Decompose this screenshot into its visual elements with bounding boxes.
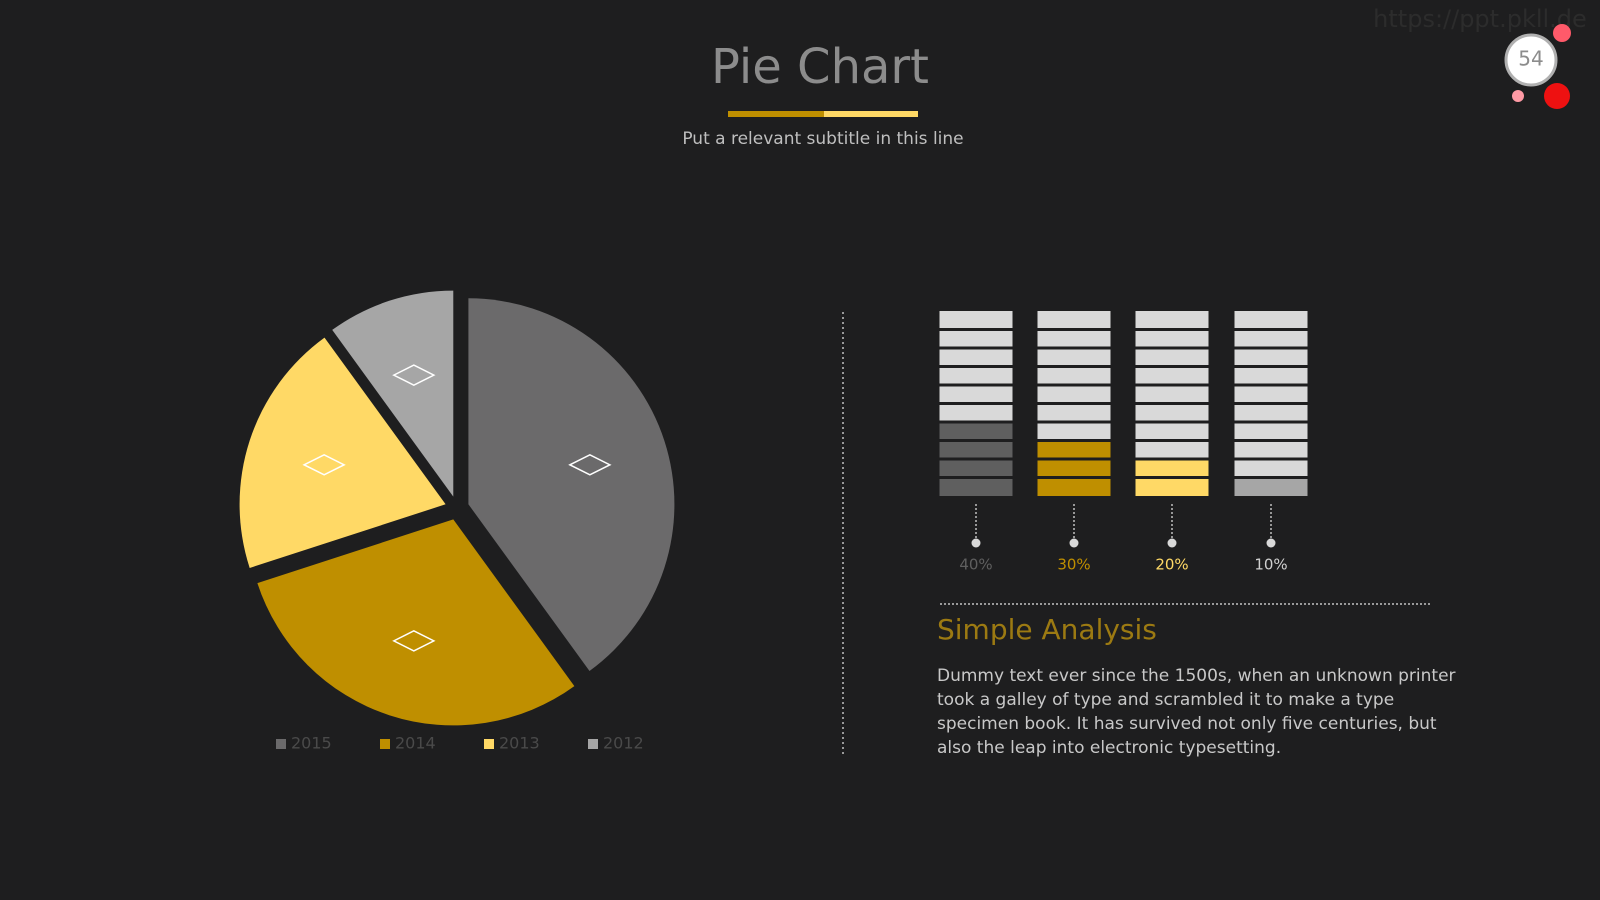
block-gap bbox=[1037, 439, 1111, 442]
block-gap bbox=[1135, 383, 1209, 387]
legend-label: 2015 bbox=[291, 734, 332, 753]
stem-dot bbox=[971, 538, 981, 548]
block-gap bbox=[1234, 365, 1308, 368]
block-gap bbox=[1037, 383, 1111, 387]
slice-icon bbox=[302, 453, 346, 476]
title-underline bbox=[824, 111, 918, 117]
block-gap bbox=[1135, 457, 1209, 461]
block-gap bbox=[939, 439, 1013, 442]
value-label: 30% bbox=[1057, 556, 1090, 574]
block-gap bbox=[939, 420, 1013, 424]
block-gap bbox=[1135, 365, 1209, 368]
block-gap bbox=[1135, 476, 1209, 479]
legend-swatch bbox=[380, 739, 390, 749]
block-gap bbox=[939, 365, 1013, 368]
block-gap bbox=[1234, 346, 1308, 350]
block-gap bbox=[1037, 346, 1111, 350]
legend-swatch bbox=[484, 739, 494, 749]
legend-label: 2012 bbox=[603, 734, 644, 753]
block-gap bbox=[939, 383, 1013, 387]
subtitle: Put a relevant subtitle in this line bbox=[682, 129, 963, 149]
pie-slice bbox=[468, 298, 675, 671]
slice-icon bbox=[568, 453, 612, 476]
block-gap bbox=[1234, 476, 1308, 479]
legend-label: 2014 bbox=[395, 734, 436, 753]
block-gap bbox=[1037, 365, 1111, 368]
title: Pie Chart bbox=[711, 39, 929, 95]
block-gap bbox=[1037, 476, 1111, 479]
bar bbox=[1234, 477, 1308, 496]
block-gap bbox=[1234, 457, 1308, 461]
block-gap bbox=[1037, 420, 1111, 424]
block-gap bbox=[939, 328, 1013, 331]
block-gap bbox=[1135, 420, 1209, 424]
legend-swatch bbox=[588, 739, 598, 749]
block-gap bbox=[1135, 439, 1209, 442]
block-gap bbox=[1135, 346, 1209, 350]
decor-dot bbox=[1544, 83, 1570, 109]
block-gap bbox=[1135, 402, 1209, 405]
legend-swatch bbox=[276, 739, 286, 749]
block-gap bbox=[1135, 328, 1209, 331]
decor-dot bbox=[1553, 24, 1571, 42]
bar bbox=[1037, 440, 1111, 496]
block-gap bbox=[1234, 439, 1308, 442]
block-gap bbox=[939, 402, 1013, 405]
block-gap bbox=[939, 457, 1013, 461]
stem-dot bbox=[1167, 538, 1177, 548]
legend-label: 2013 bbox=[499, 734, 540, 753]
block-gap bbox=[1234, 328, 1308, 331]
title-underline bbox=[728, 111, 824, 117]
pie-slice bbox=[239, 337, 446, 568]
value-label: 20% bbox=[1155, 556, 1188, 574]
decor-dot bbox=[1512, 90, 1524, 102]
value-label: 40% bbox=[959, 556, 992, 574]
slice-icon bbox=[392, 364, 436, 386]
slice-icon bbox=[392, 630, 436, 652]
analysis-title: Simple Analysis bbox=[937, 613, 1157, 646]
stem-dot bbox=[1069, 538, 1079, 548]
block-gap bbox=[1234, 420, 1308, 424]
pie-slice bbox=[257, 519, 575, 726]
block-gap bbox=[1037, 328, 1111, 331]
block-gap bbox=[1234, 383, 1308, 387]
page-number: 54 bbox=[1518, 47, 1543, 71]
block-gap bbox=[1037, 457, 1111, 461]
value-label: 10% bbox=[1254, 556, 1287, 574]
page-badge bbox=[1504, 33, 1558, 87]
stem-dot bbox=[1266, 538, 1276, 548]
block-gap bbox=[939, 476, 1013, 479]
pie-slice bbox=[332, 290, 454, 497]
block-gap bbox=[1037, 402, 1111, 405]
analysis-text: Dummy text ever since the 1500s, when an… bbox=[937, 666, 1456, 758]
block-gap bbox=[1234, 402, 1308, 405]
block-gap bbox=[939, 346, 1013, 350]
watermark: https://ppt.pkll.de bbox=[1373, 5, 1587, 33]
